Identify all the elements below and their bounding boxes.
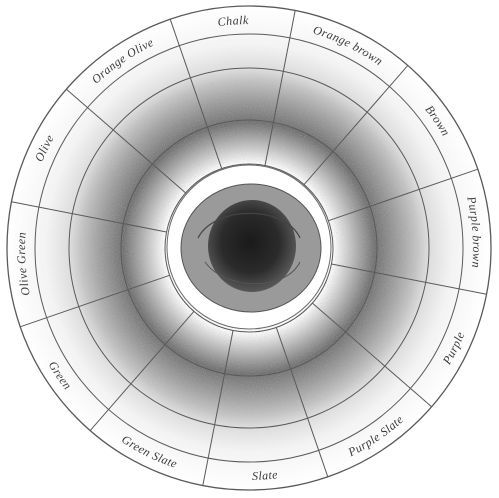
ring-4 <box>164 163 334 333</box>
divider-6 <box>202 330 234 486</box>
center-core <box>208 200 296 292</box>
radial-dividers <box>11 10 487 486</box>
divider-4 <box>312 302 432 408</box>
ring-0 <box>6 5 492 491</box>
segment-label-text: Slate <box>252 467 278 483</box>
segment-label-olive-green: Olive Green <box>14 232 33 297</box>
divider-5 <box>275 327 329 477</box>
divider-9 <box>11 201 167 233</box>
divider-7 <box>89 311 195 431</box>
divider-1 <box>303 65 409 185</box>
divider-3 <box>331 263 487 295</box>
concentric-rings <box>6 5 492 491</box>
center-swirl <box>197 212 301 239</box>
ring-3 <box>120 119 378 377</box>
divider-0 <box>264 10 296 166</box>
ring-1 <box>34 33 464 463</box>
divider-11 <box>169 19 223 169</box>
segment-label-chalk: Chalk <box>217 13 249 29</box>
divider-2 <box>328 168 478 222</box>
segment-label-text: Chalk <box>217 13 249 29</box>
segment-label-text: Olive Green <box>14 232 32 297</box>
ring-2 <box>68 67 430 429</box>
divider-8 <box>20 274 170 328</box>
segment-label-slate: Slate <box>252 467 279 483</box>
center-swirl-lower <box>204 261 301 285</box>
divider-10 <box>66 88 186 194</box>
